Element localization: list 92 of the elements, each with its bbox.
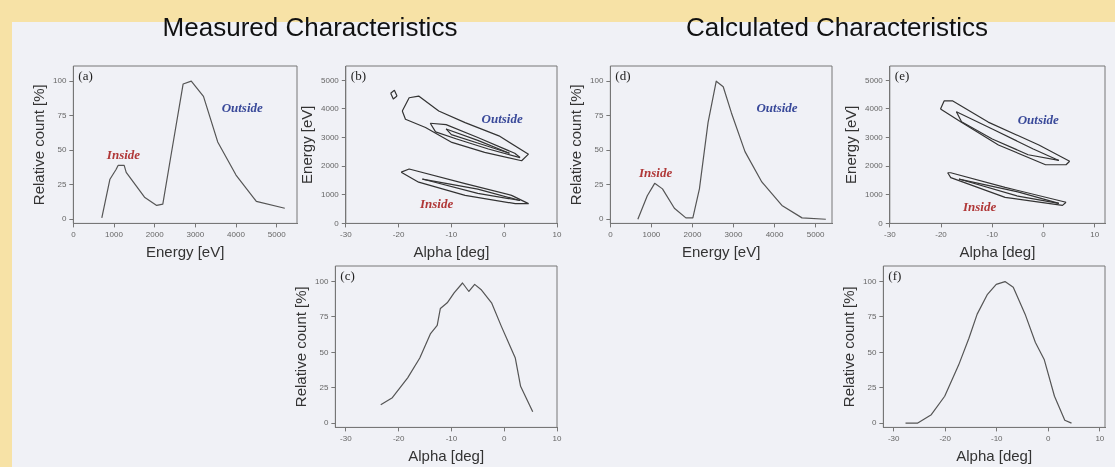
x-axis-title: Alpha [deg] <box>959 243 1036 261</box>
x-axis-title: Alpha [deg] <box>956 447 1033 465</box>
x-tick-label: -30 <box>887 434 900 444</box>
y-tick-label: 0 <box>598 214 604 224</box>
annotation: (e) <box>894 67 910 83</box>
x-tick-label: 5000 <box>267 230 287 240</box>
x-tick-label: 0 <box>501 230 507 240</box>
y-tick-label: 0 <box>878 218 884 228</box>
x-tick-label: 10 <box>1095 434 1105 444</box>
y-tick-label: 4000 <box>321 104 340 114</box>
x-tick-label: 1000 <box>642 230 661 240</box>
annotation: Outside <box>756 99 798 115</box>
y-tick-label: 75 <box>594 110 604 120</box>
y-tick-label: 100 <box>52 76 67 86</box>
x-tick-label: 3000 <box>186 230 205 240</box>
y-tick-label: 2000 <box>865 161 884 171</box>
x-axis-title: Energy [eV] <box>681 243 761 261</box>
y-tick-label: 2000 <box>321 161 340 171</box>
x-tick-label: 10 <box>1090 230 1100 240</box>
y-tick-label: 75 <box>319 312 329 322</box>
x-tick-label: 1000 <box>105 230 124 240</box>
y-tick-label: 3000 <box>865 132 884 142</box>
y-axis-title: Energy [eV] <box>298 105 316 184</box>
annotation: (a) <box>78 67 93 83</box>
y-tick-label: 25 <box>319 382 329 392</box>
y-tick-label: 5000 <box>865 75 884 85</box>
x-tick-label: -10 <box>986 230 999 240</box>
y-tick-label: 75 <box>867 312 877 322</box>
x-tick-label: 0 <box>71 230 77 240</box>
y-tick-label: 100 <box>314 276 329 286</box>
y-tick-label: 50 <box>594 145 604 155</box>
x-tick-label: -10 <box>990 434 1004 444</box>
y-tick-label: 100 <box>589 76 604 86</box>
y-axis-title: Relative count [%] <box>30 84 48 206</box>
x-tick-label: -30 <box>340 230 353 240</box>
y-tick-label: 50 <box>57 145 67 155</box>
chart-title: Calculated Characteristics <box>685 12 989 43</box>
y-tick-label: 100 <box>862 276 877 286</box>
x-tick-label: -10 <box>445 230 458 240</box>
x-tick-label: 2000 <box>145 230 165 240</box>
x-tick-label: 5000 <box>806 230 826 240</box>
x-tick-label: 2000 <box>683 230 702 240</box>
x-tick-label: -20 <box>392 230 405 240</box>
y-tick-label: 50 <box>319 347 329 357</box>
y-tick-label: 3000 <box>321 132 340 142</box>
x-tick-label: -20 <box>935 230 948 240</box>
x-axis-title: Alpha [deg] <box>408 447 485 465</box>
x-tick-label: -30 <box>884 230 897 240</box>
y-tick-label: 1000 <box>321 189 340 199</box>
annotation: Outside <box>221 99 264 115</box>
y-tick-label: 0 <box>334 218 340 228</box>
chart-title: Measured Characteristics <box>161 12 459 43</box>
y-tick-label: 0 <box>61 214 67 224</box>
y-tick-label: 1000 <box>865 189 884 199</box>
y-tick-label: 25 <box>57 179 67 189</box>
annotation: Inside <box>637 165 673 181</box>
annotation: Inside <box>419 195 454 211</box>
x-axis-title: Energy [eV] <box>145 243 225 261</box>
annotation: Inside <box>961 199 997 215</box>
annotation: (b) <box>350 67 366 83</box>
annotation: (f) <box>888 267 902 283</box>
y-tick-label: 5000 <box>321 75 340 85</box>
y-axis-title: Relative count [%] <box>292 286 310 408</box>
x-tick-label: -10 <box>445 434 458 444</box>
x-tick-label: 0 <box>608 230 614 240</box>
x-tick-label: 10 <box>552 230 562 240</box>
x-tick-label: 10 <box>552 434 562 444</box>
y-tick-label: 75 <box>57 110 67 120</box>
y-tick-label: 0 <box>323 418 329 428</box>
y-tick-label: 0 <box>871 418 877 428</box>
annotation: (d) <box>615 67 631 83</box>
x-tick-label: 4000 <box>227 230 246 240</box>
x-tick-label: 0 <box>1046 434 1052 444</box>
x-tick-label: -30 <box>340 434 353 444</box>
y-tick-label: 25 <box>594 179 604 189</box>
x-tick-label: 0 <box>502 434 507 444</box>
annotation: (c) <box>340 267 355 283</box>
x-tick-label: -20 <box>939 434 952 444</box>
y-tick-label: 25 <box>867 382 877 392</box>
y-tick-label: 50 <box>867 347 877 357</box>
y-tick-label: 4000 <box>865 104 884 114</box>
x-tick-label: -20 <box>392 434 406 444</box>
annotation: Outside <box>1017 111 1060 127</box>
y-axis-title: Relative count [%] <box>567 84 585 206</box>
y-axis-title: Relative count [%] <box>840 286 858 408</box>
annotation: Inside <box>105 147 141 163</box>
x-axis-title: Alpha [deg] <box>413 243 490 261</box>
x-tick-label: 4000 <box>765 230 784 240</box>
x-tick-label: 0 <box>1041 230 1047 240</box>
y-axis-title: Energy [eV] <box>842 105 860 184</box>
annotation: Outside <box>481 110 523 126</box>
x-tick-label: 3000 <box>724 230 743 240</box>
